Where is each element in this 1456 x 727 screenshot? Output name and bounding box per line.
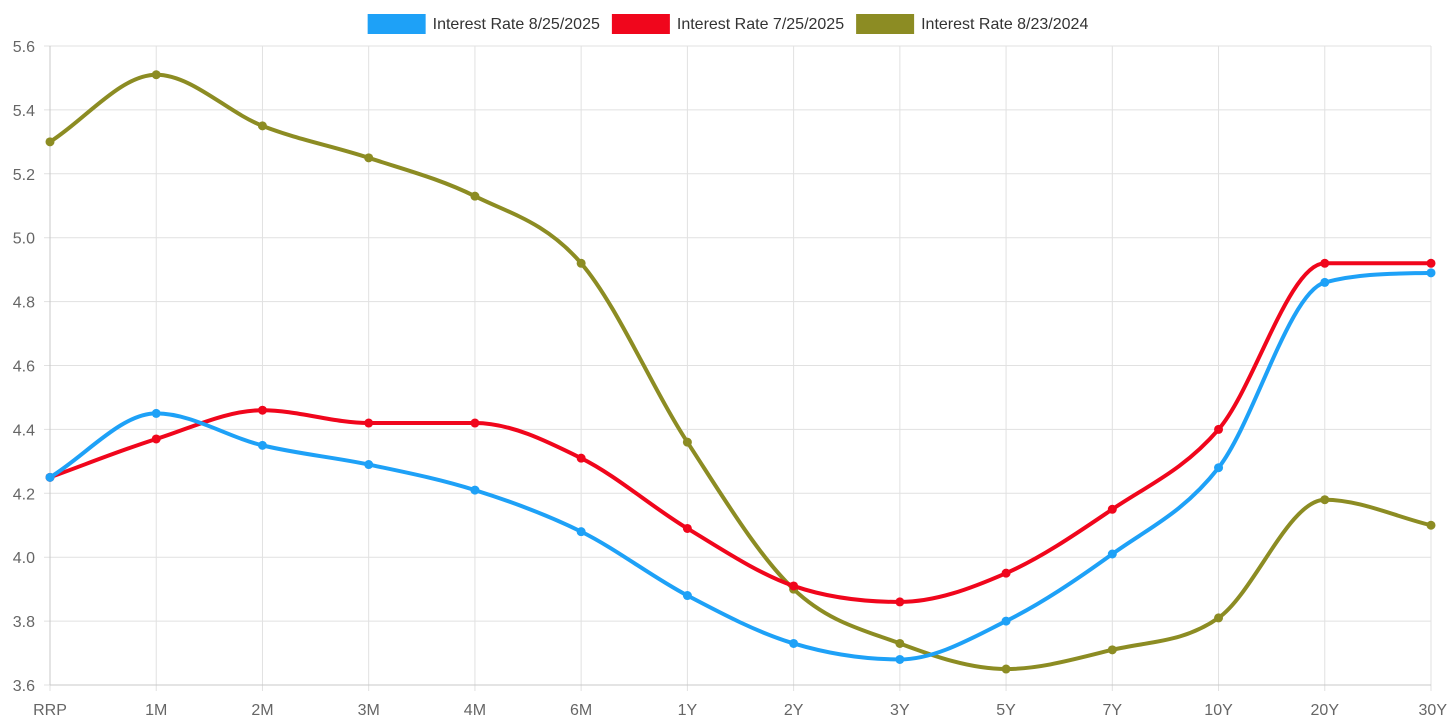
series-1-point[interactable] <box>576 527 586 537</box>
legend-item-3[interactable]: Interest Rate 8/23/2024 <box>856 14 1088 34</box>
series-2-point[interactable] <box>1426 258 1436 268</box>
series-3-point[interactable] <box>257 121 267 131</box>
x-tick-label: RRP <box>33 702 67 719</box>
series-1-point[interactable] <box>364 460 374 470</box>
y-tick-label: 4.8 <box>13 295 35 312</box>
series-2-point[interactable] <box>789 581 799 591</box>
series-1-line <box>48 270 1433 662</box>
series-group <box>45 70 1436 674</box>
series-1-point[interactable] <box>1214 463 1224 473</box>
series-1-point[interactable] <box>1001 616 1011 626</box>
series-2-point[interactable] <box>1107 504 1117 514</box>
series-2-point[interactable] <box>682 523 692 533</box>
series-3-point[interactable] <box>895 638 905 648</box>
x-tick-label: 5Y <box>996 702 1016 719</box>
series-1-point[interactable] <box>1107 549 1117 559</box>
series-1-point[interactable] <box>257 440 267 450</box>
series-2-point[interactable] <box>470 418 480 428</box>
x-tick-label: 4M <box>464 702 486 719</box>
x-tick-label: 2M <box>251 702 273 719</box>
x-tick-label: 30Y <box>1419 702 1448 719</box>
series-1-group <box>45 268 1436 664</box>
series-2-point[interactable] <box>257 405 267 415</box>
y-tick-label: 5.2 <box>13 167 35 184</box>
y-tick-label: 4.6 <box>13 359 35 376</box>
series-3-point[interactable] <box>364 153 374 163</box>
series-2-point[interactable] <box>364 418 374 428</box>
x-axis-ticks: RRP 1M 2M 3M 4M 6M 1Y 2Y 3Y 5Y 7Y 10Y 20Y 30Y <box>33 702 1447 719</box>
legend-swatch[interactable] <box>611 14 670 34</box>
y-tick-label: 4.2 <box>13 486 35 503</box>
series-2-point[interactable] <box>151 434 161 444</box>
series-2-group <box>45 258 1436 607</box>
series-1-point[interactable] <box>895 654 905 664</box>
y-tick-label: 4.0 <box>13 550 35 567</box>
series-3-point[interactable] <box>1426 520 1436 530</box>
series-1-point[interactable] <box>789 638 799 648</box>
legend-item-1[interactable]: Interest Rate 8/25/2025 <box>367 14 600 34</box>
x-tick-label: 10Y <box>1204 702 1233 719</box>
series-2-point[interactable] <box>1320 258 1330 268</box>
y-tick-label: 5.4 <box>13 103 35 120</box>
series-3-point[interactable] <box>576 258 586 268</box>
series-3-point[interactable] <box>1001 664 1011 674</box>
y-tick-label: 3.8 <box>13 614 35 631</box>
y-tick-label: 5.0 <box>13 231 35 248</box>
x-tick-label: 1Y <box>678 702 698 719</box>
x-tick-label: 3Y <box>890 702 910 719</box>
series-3-point[interactable] <box>45 137 55 147</box>
series-2-point[interactable] <box>576 453 586 463</box>
series-2-point[interactable] <box>1214 424 1224 434</box>
x-tick-label: 7Y <box>1103 702 1123 719</box>
legend-swatch[interactable] <box>367 14 426 34</box>
series-3-point[interactable] <box>682 437 692 447</box>
series-3-point[interactable] <box>151 70 161 80</box>
y-tick-label: 4.4 <box>13 422 35 439</box>
x-tick-label: 1M <box>145 702 167 719</box>
legend-label[interactable]: Interest Rate 7/25/2025 <box>677 16 844 33</box>
series-1-point[interactable] <box>45 472 55 482</box>
grid <box>44 45 1432 691</box>
series-3-point[interactable] <box>1107 645 1117 655</box>
legend-label[interactable]: Interest Rate 8/23/2024 <box>921 16 1088 33</box>
series-3-point[interactable] <box>1320 495 1330 505</box>
legend: Interest Rate 8/25/2025 Interest Rate 7/2… <box>367 14 1088 34</box>
series-3-group <box>45 70 1436 674</box>
series-2-line <box>48 261 1433 604</box>
series-1-point[interactable] <box>1426 268 1436 278</box>
series-3-line <box>48 72 1433 672</box>
series-3-point[interactable] <box>1214 613 1224 623</box>
series-1-point[interactable] <box>151 408 161 418</box>
y-axis-ticks: 3.6 3.8 4.0 4.2 4.4 4.6 4.8 5.0 5.2 5.4 5.6 <box>13 39 35 695</box>
legend-label[interactable]: Interest Rate 8/25/2025 <box>433 16 600 33</box>
legend-item-2[interactable]: Interest Rate 7/25/2025 <box>611 14 844 34</box>
x-tick-label: 2Y <box>784 702 804 719</box>
series-3-point[interactable] <box>470 191 480 201</box>
series-1-point[interactable] <box>682 591 692 601</box>
x-tick-label: 6M <box>570 702 592 719</box>
series-2-point[interactable] <box>1001 568 1011 578</box>
series-1-point[interactable] <box>470 485 480 495</box>
series-2-point[interactable] <box>895 597 905 607</box>
x-tick-label: 3M <box>358 702 380 719</box>
y-tick-label: 3.6 <box>13 678 35 695</box>
y-tick-label: 5.6 <box>13 39 35 56</box>
series-1-point[interactable] <box>1320 277 1330 287</box>
x-tick-label: 20Y <box>1311 702 1340 719</box>
legend-swatch[interactable] <box>856 14 915 34</box>
